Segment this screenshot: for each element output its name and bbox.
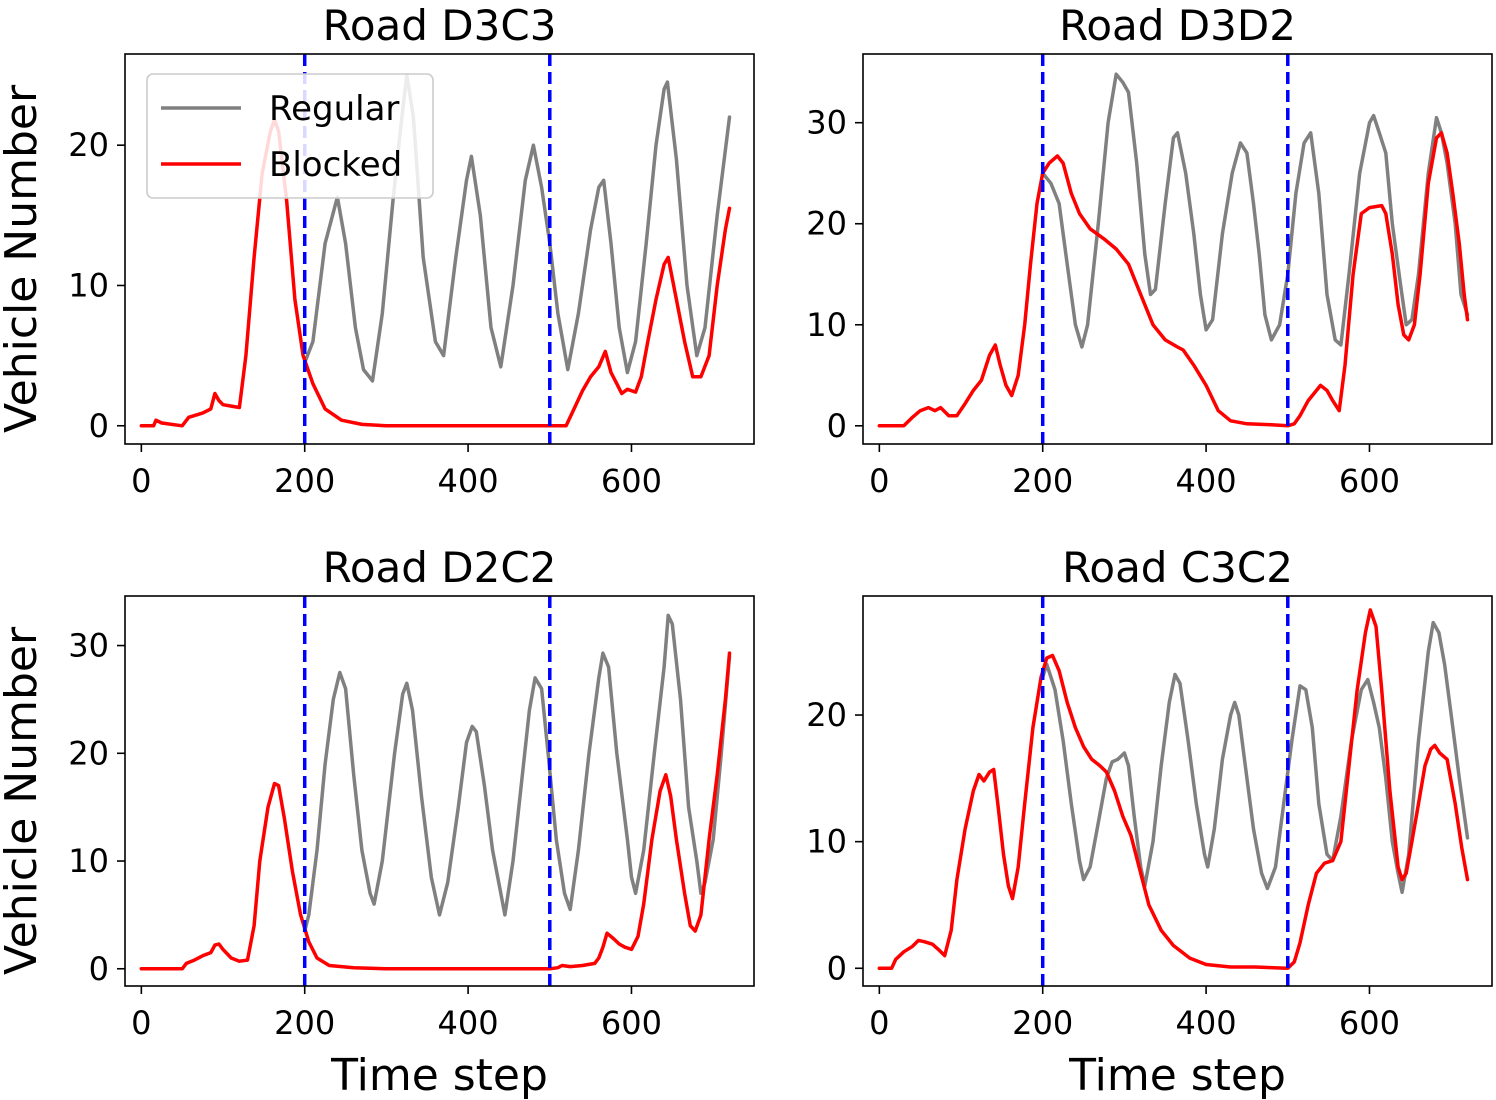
- x-tick-label: 400: [438, 462, 499, 500]
- chart-title: Road C3C2: [1062, 543, 1293, 592]
- y-tick-label: 0: [89, 407, 109, 445]
- x-tick-label: 0: [131, 462, 151, 500]
- y-tick-label: 10: [68, 842, 109, 880]
- y-tick-label: 20: [806, 696, 847, 734]
- x-tick-label: 200: [1012, 1004, 1073, 1042]
- x-axis-label: Time step: [330, 1050, 548, 1100]
- legend-label-blocked: Blocked: [269, 145, 402, 185]
- plot-frame: [862, 595, 1493, 987]
- legend-label-regular: Regular: [269, 89, 399, 129]
- series-line-blocked: [877, 608, 1470, 971]
- x-tick-label: 400: [1176, 462, 1237, 500]
- y-tick-label: 20: [68, 734, 109, 772]
- y-tick-label: 20: [68, 126, 109, 164]
- subplot-3: 0 200 400 600 0 10 20 30 Road D2C2 Time step Vehic…: [0, 543, 755, 1100]
- x-tick-label: 0: [869, 1004, 889, 1042]
- y-axis-label: Vehicle Number: [0, 626, 47, 975]
- y-tick-label: 10: [68, 266, 109, 304]
- subplot-1: 0 200 400 600 0 10 20 Road D3C3 Vehicle Number Re…: [0, 1, 755, 500]
- legend: Regular Blocked: [146, 73, 434, 199]
- legend-box: [146, 73, 434, 199]
- series-line-regular: [302, 73, 732, 383]
- series-line-regular: [302, 613, 732, 933]
- chart-title: Road D3D2: [1059, 1, 1296, 50]
- y-tick-label: 0: [827, 949, 847, 987]
- series-line-blocked: [139, 118, 732, 428]
- chart-title: Road D3C3: [323, 1, 557, 50]
- x-tick-label: 600: [601, 1004, 662, 1042]
- x-tick-label: 400: [1176, 1004, 1237, 1042]
- chart-title: Road D2C2: [323, 543, 557, 592]
- x-tick-label: 200: [1012, 462, 1073, 500]
- series-line-regular: [1040, 620, 1470, 895]
- y-tick-label: 0: [827, 407, 847, 445]
- series-line-regular: [1040, 72, 1470, 349]
- x-tick-label: 600: [1339, 1004, 1400, 1042]
- plot-frame: [124, 53, 755, 445]
- x-tick-label: 0: [131, 1004, 151, 1042]
- series-line-blocked: [877, 131, 1470, 428]
- subplot-4: 0 200 400 600 0 10 20 Road C3C2 Time step: [806, 543, 1493, 1100]
- x-tick-label: 600: [1339, 462, 1400, 500]
- x-tick-label: 0: [869, 462, 889, 500]
- y-tick-label: 30: [68, 627, 109, 665]
- y-tick-label: 0: [89, 950, 109, 988]
- plot-frame: [124, 595, 755, 987]
- y-axis-label: Vehicle Number: [0, 84, 47, 433]
- x-axis-label: Time step: [1068, 1050, 1286, 1100]
- y-tick-label: 30: [806, 104, 847, 142]
- x-tick-label: 200: [274, 1004, 335, 1042]
- plot-frame: [862, 53, 1493, 445]
- y-tick-label: 10: [806, 823, 847, 861]
- x-tick-label: 200: [274, 462, 335, 500]
- x-tick-label: 400: [438, 1004, 499, 1042]
- y-tick-label: 20: [806, 205, 847, 243]
- x-tick-label: 600: [601, 462, 662, 500]
- y-tick-label: 10: [806, 306, 847, 344]
- series-line-blocked: [139, 651, 732, 971]
- subplot-2: 0 200 400 600 0 10 20 30 Road D3D2: [806, 1, 1493, 500]
